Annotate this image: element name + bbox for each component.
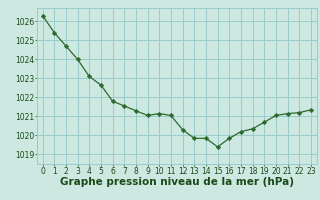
X-axis label: Graphe pression niveau de la mer (hPa): Graphe pression niveau de la mer (hPa) bbox=[60, 177, 294, 187]
